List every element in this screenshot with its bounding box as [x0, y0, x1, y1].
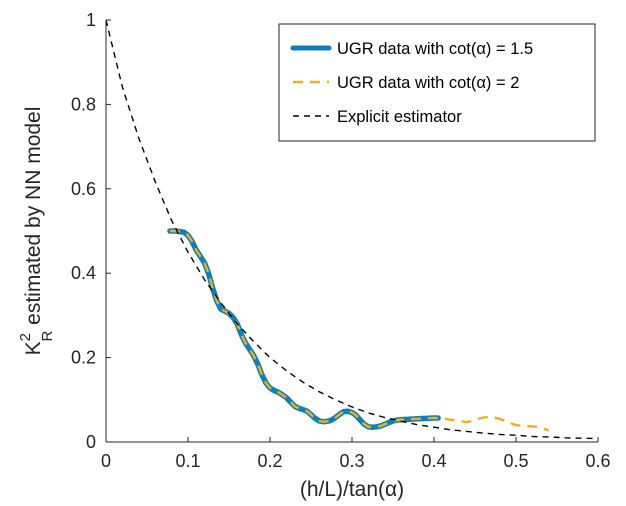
- y-tick-label: 0: [86, 432, 96, 452]
- x-tick-label: 0.1: [175, 451, 200, 471]
- y-tick-label: 1: [86, 10, 96, 30]
- legend-label-explicit: Explicit estimator: [337, 108, 462, 126]
- legend-box: [278, 23, 596, 142]
- y-axis-title: K2 R estimated by NN model: [17, 107, 56, 356]
- y-tick-label: 0.8: [71, 94, 96, 114]
- y-tick-label: 0.6: [71, 179, 96, 199]
- legend-label-cot-1-5: UGR data with cot(α) = 1.5: [337, 40, 533, 58]
- x-tick-label: 0.6: [585, 451, 610, 471]
- legend: UGR data with cot(α) = 1.5 UGR data with…: [278, 23, 596, 142]
- x-tick-label: 0.2: [257, 451, 282, 471]
- x-tick-label: 0.5: [503, 451, 528, 471]
- y-tick-label: 0.2: [71, 348, 96, 368]
- series-line-cot-2: [169, 229, 550, 432]
- x-tick-label: 0: [101, 451, 111, 471]
- x-axis-title: (h/L)/tan(α): [300, 478, 404, 501]
- y-tick-label: 0.4: [71, 263, 96, 283]
- legend-item-cot-2: UGR data with cot(α) = 2: [293, 74, 519, 92]
- x-tick-label: 0.3: [339, 451, 364, 471]
- series-line-explicit: [105, 19, 599, 440]
- series-layer: [105, 19, 599, 440]
- legend-label-cot-2: UGR data with cot(α) = 2: [337, 74, 519, 92]
- y-axis-title-sup: 2: [17, 333, 34, 341]
- ticks-layer: 0 0.1 0.2 0.3 0.4 0.5 0.6 0 0.2 0.4 0.6 0.8 1: [71, 10, 611, 471]
- legend-item-cot-1-5: UGR data with cot(α) = 1.5: [290, 40, 533, 58]
- x-tick-label: 0.4: [421, 451, 446, 471]
- y-axis-title-sub: R: [39, 331, 56, 342]
- y-axis-title-base: K: [22, 341, 45, 355]
- legend-item-explicit: Explicit estimator: [293, 108, 462, 126]
- y-axis-title-rest: estimated by NN model: [22, 107, 45, 331]
